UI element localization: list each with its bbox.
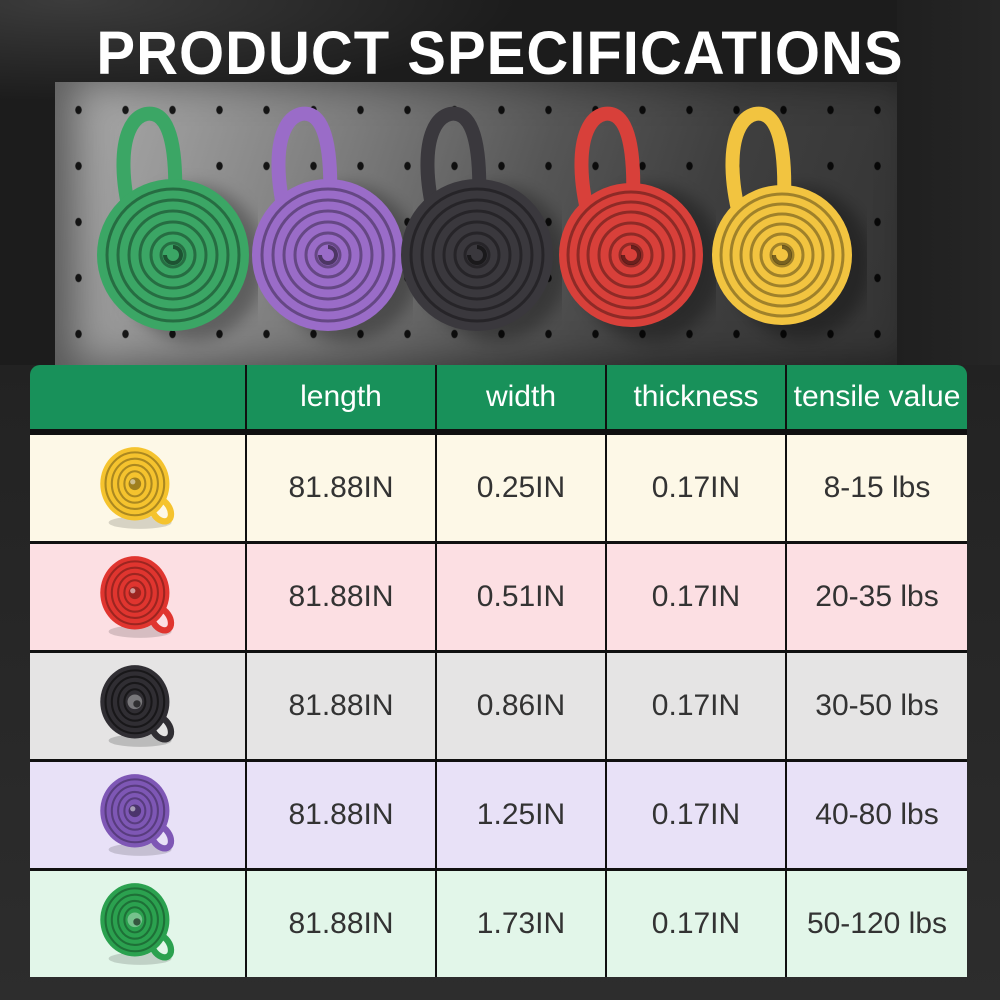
cell-length: 81.88IN	[245, 653, 435, 759]
table-row-green: 81.88IN 1.73IN 0.17IN 50-120 lbs	[30, 868, 967, 977]
cell-width: 0.51IN	[435, 544, 605, 650]
table-header-row: length width thickness tensile value	[30, 365, 967, 432]
header-cell-length: length	[245, 365, 435, 429]
red-band-icon	[30, 544, 245, 650]
table-row-yellow: 81.88IN 0.25IN 0.17IN 8-15 lbs	[30, 432, 967, 541]
header-cell-thickness: thickness	[605, 365, 785, 429]
green-band-icon	[30, 871, 245, 977]
cell-tensile-value: 8-15 lbs	[785, 435, 967, 541]
cell-tensile-value: 20-35 lbs	[785, 544, 967, 650]
black-band-icon	[30, 653, 245, 759]
cell-thickness: 0.17IN	[605, 871, 785, 977]
yellow-band-icon	[30, 435, 245, 541]
header-cell-tensile-value: tensile value	[785, 365, 967, 429]
header-cell-width: width	[435, 365, 605, 429]
header-cell-product	[30, 365, 245, 429]
cell-thickness: 0.17IN	[605, 653, 785, 759]
cell-length: 81.88IN	[245, 544, 435, 650]
cell-thickness: 0.17IN	[605, 435, 785, 541]
cell-length: 81.88IN	[245, 762, 435, 868]
cell-thickness: 0.17IN	[605, 544, 785, 650]
purple-band-photo-icon	[243, 95, 413, 360]
table-row-red: 81.88IN 0.51IN 0.17IN 20-35 lbs	[30, 541, 967, 650]
spec-table: length width thickness tensile value	[30, 365, 967, 977]
purple-band-icon	[30, 762, 245, 868]
cell-tensile-value: 50-120 lbs	[785, 871, 967, 977]
red-band-photo-icon	[546, 95, 716, 360]
cell-tensile-value: 30-50 lbs	[785, 653, 967, 759]
hero-photo: PRODUCT SPECIFICATIONS	[0, 0, 1000, 365]
table-row-purple: 81.88IN 1.25IN 0.17IN 40-80 lbs	[30, 759, 967, 868]
cell-width: 1.73IN	[435, 871, 605, 977]
yellow-band-photo-icon	[697, 95, 867, 360]
green-band-photo-icon	[88, 95, 258, 360]
cell-thickness: 0.17IN	[605, 762, 785, 868]
pegboard-shadow-edge	[897, 0, 1000, 365]
cell-tensile-value: 40-80 lbs	[785, 762, 967, 868]
black-band-photo-icon	[392, 95, 562, 360]
table-row-black: 81.88IN 0.86IN 0.17IN 30-50 lbs	[30, 650, 967, 759]
cell-length: 81.88IN	[245, 871, 435, 977]
cell-width: 0.25IN	[435, 435, 605, 541]
cell-width: 1.25IN	[435, 762, 605, 868]
cell-width: 0.86IN	[435, 653, 605, 759]
cell-length: 81.88IN	[245, 435, 435, 541]
page-title: PRODUCT SPECIFICATIONS	[96, 19, 904, 88]
